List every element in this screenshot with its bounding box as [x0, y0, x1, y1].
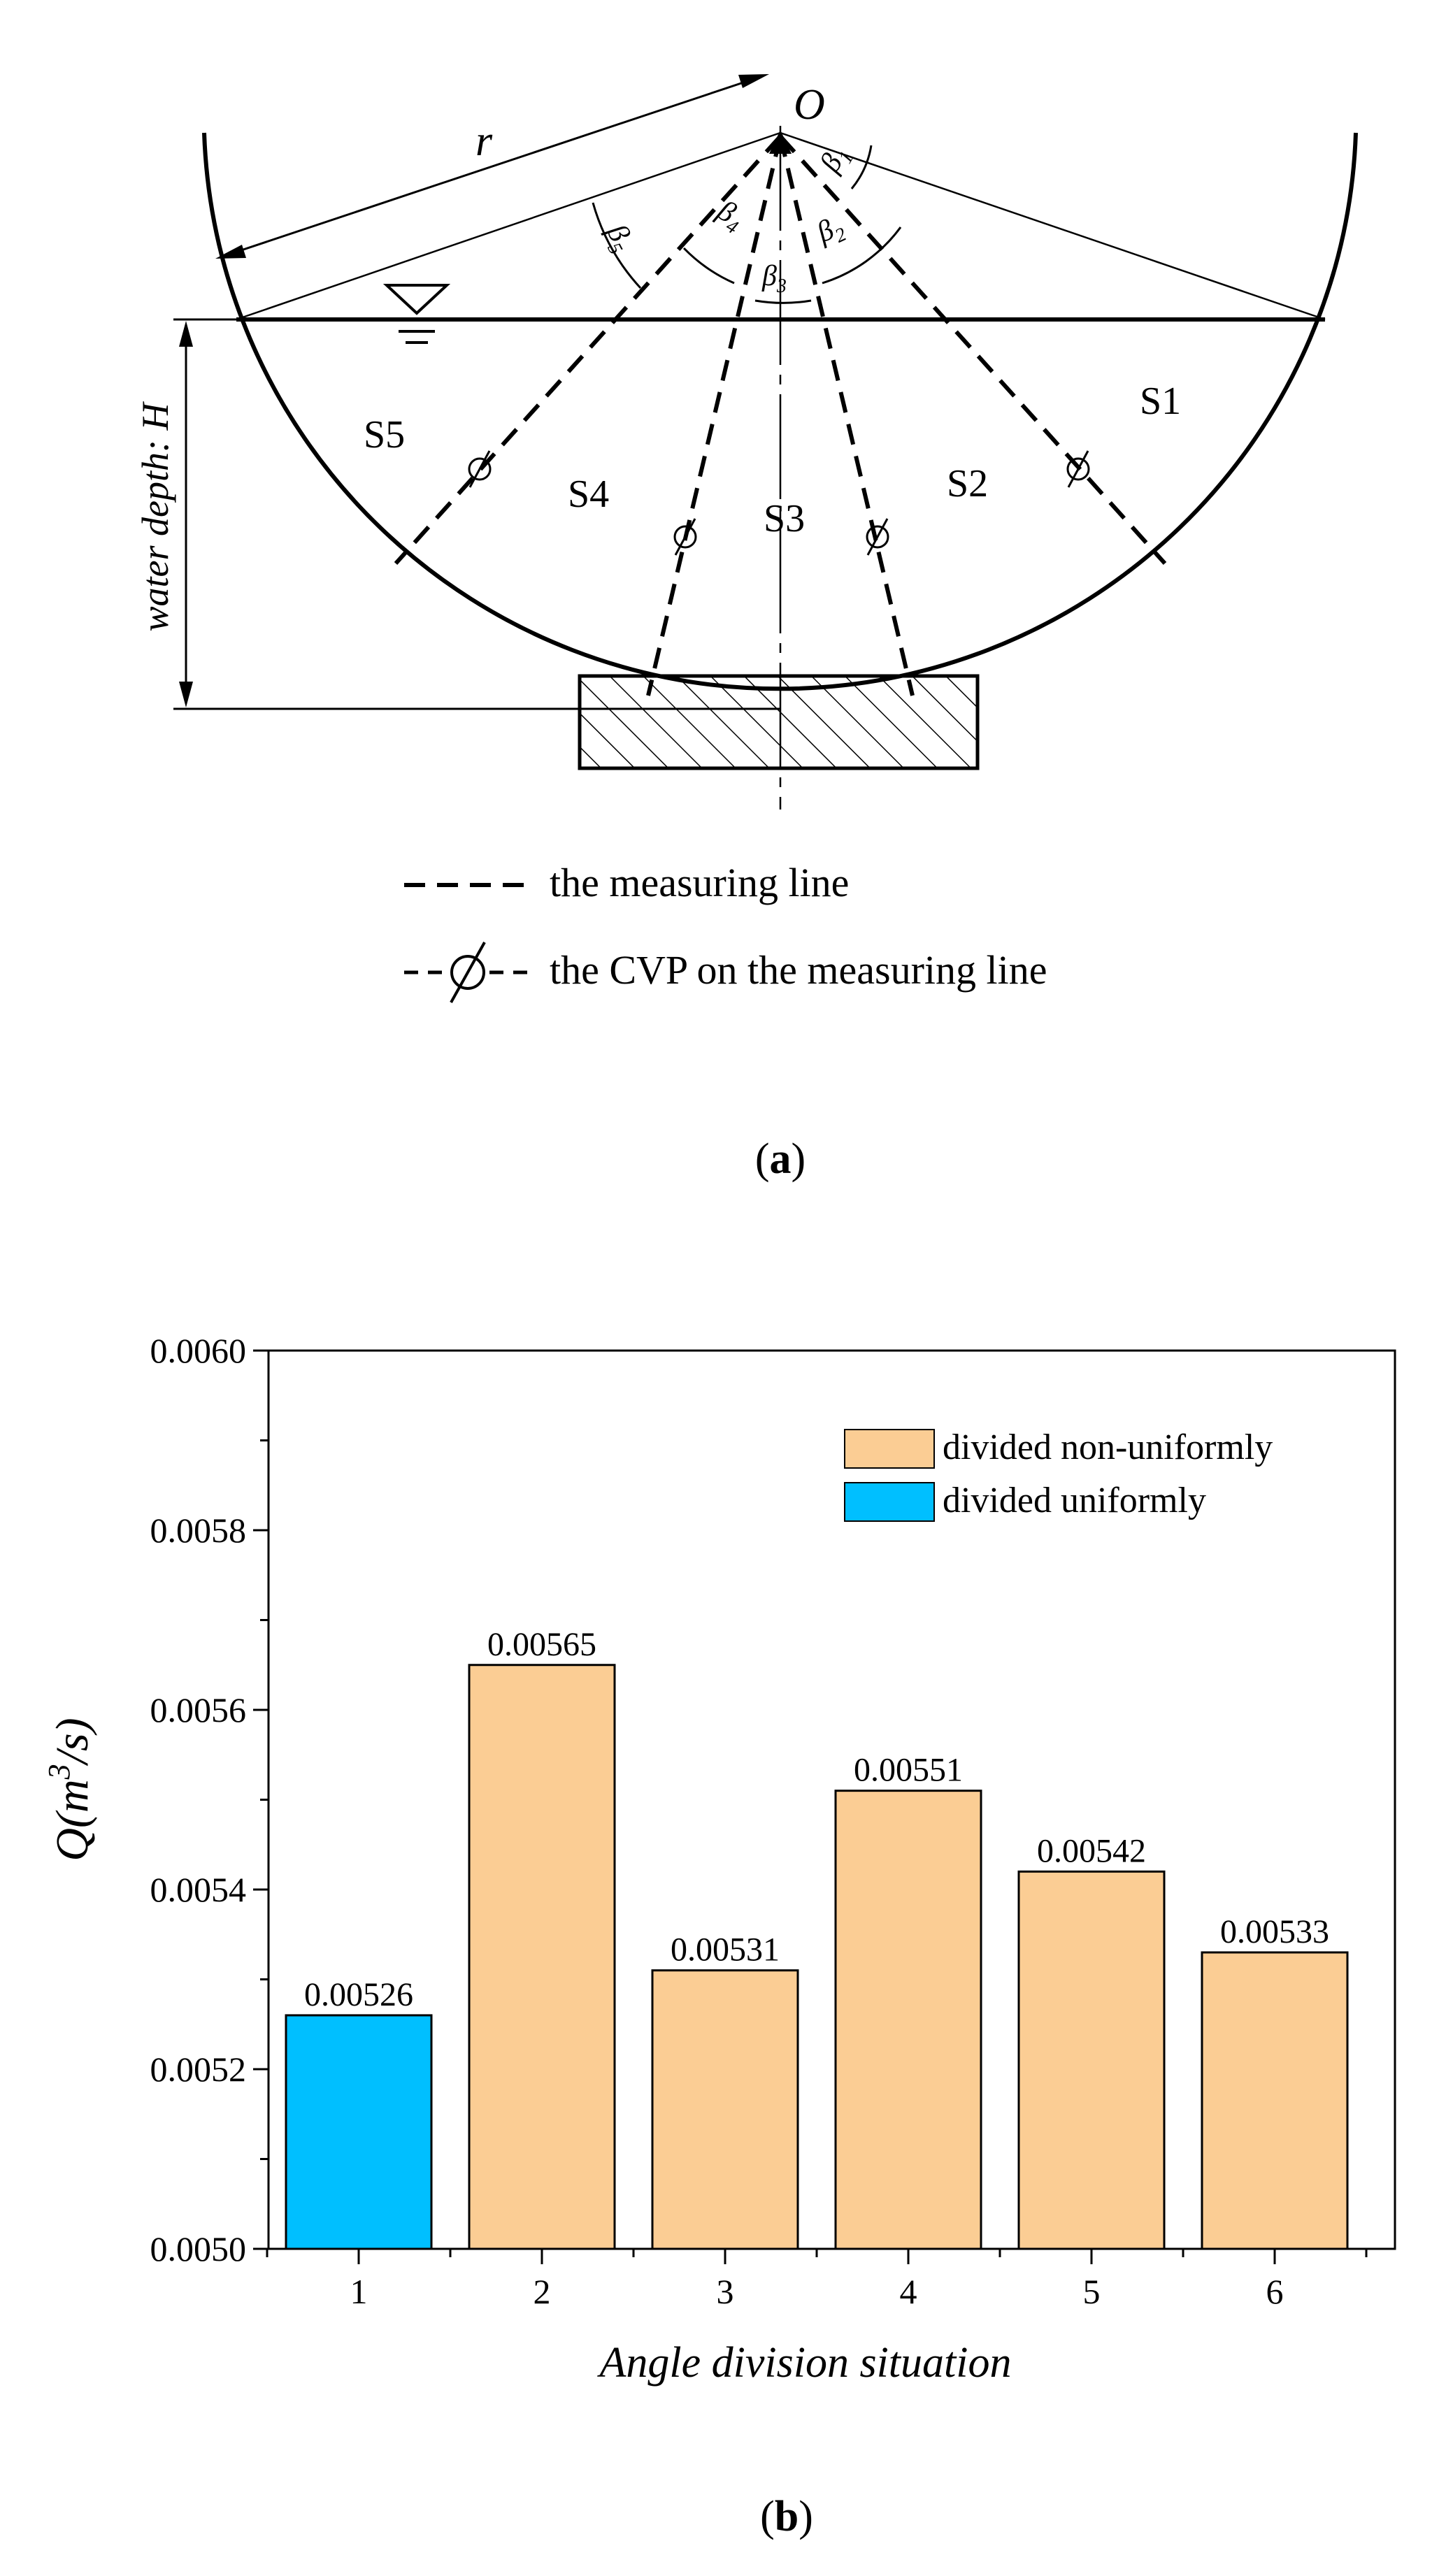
measuring-line-1 [778, 134, 1167, 566]
y-axis-title: Q(m3/s) [42, 1718, 98, 1861]
legend-label-nonuniform: divided non-uniformly [943, 1427, 1273, 1467]
channel-cross-section-diagram: r O β1 β2 β3 β4 β5 [134, 74, 1358, 1183]
chart-legend: divided non-uniformly divided uniformly [844, 1427, 1273, 1522]
cvp-marker-3 [673, 518, 697, 556]
bar-value-label: 0.00565 [487, 1626, 596, 1663]
cvp-marker-1 [1066, 450, 1090, 488]
depth-arrow-top [179, 321, 193, 347]
angle-arcs [592, 145, 902, 304]
bar-chart: 0.0050 0.0052 0.0054 0.0056 0.0058 0.0060 1 2 3… [42, 1331, 1396, 2540]
measuring-line-3 [646, 136, 782, 696]
section-label-s5: S5 [364, 413, 405, 456]
bar-2 [468, 1664, 616, 2250]
depth-dimension [173, 318, 780, 710]
angle-beta-5: β5 [596, 219, 640, 259]
x-axis: 1 2 3 4 5 6 [266, 2249, 1368, 2311]
measuring-lines [394, 134, 1167, 696]
section-label-s3: S3 [764, 497, 805, 540]
radius-line-right [780, 131, 1326, 321]
radius-line-left [236, 131, 781, 321]
x-axis-title: Angle division situation [597, 2339, 1012, 2387]
y-tick-label: 0.0052 [150, 2050, 247, 2089]
legend-swatch-uniform [844, 1482, 935, 1522]
x-tick-label: 5 [1083, 2272, 1101, 2311]
x-tick-label: 3 [717, 2272, 734, 2311]
depth-label: water depth: H [134, 401, 176, 632]
section-label-s1: S1 [1140, 380, 1181, 423]
legend-measuring-line-label: the measuring line [550, 860, 849, 905]
y-tick-label: 0.0060 [150, 1331, 247, 1370]
section-label-s4: S4 [568, 473, 609, 516]
caption-b: (b) [760, 2493, 813, 2540]
y-axis: 0.0050 0.0052 0.0054 0.0056 0.0058 0.0060 [150, 1331, 269, 2268]
legend-swatch-nonuniform [844, 1429, 935, 1469]
cvp-marker-2 [866, 518, 889, 556]
y-tick-label: 0.0054 [150, 1870, 247, 1909]
diagram-legend: the measuring line the CVP on the measur… [404, 860, 1047, 1003]
y-tick-label: 0.0058 [150, 1511, 247, 1550]
bar-value-label: 0.00531 [671, 1931, 780, 1969]
angle-beta-2: β2 [811, 210, 850, 254]
y-tick-label: 0.0056 [150, 1690, 247, 1729]
bar-4 [834, 1790, 982, 2250]
x-tick-label: 6 [1266, 2272, 1284, 2311]
measuring-line-4 [394, 134, 782, 566]
bar-value-label: 0.00533 [1220, 1913, 1329, 1950]
depth-arrow-bottom [179, 682, 193, 707]
bar-value-labels: 0.00526 0.00565 0.00531 0.00551 0.00542 0.005… [304, 1626, 1329, 2013]
angle-beta-3: β3 [761, 260, 787, 297]
legend-cvp-label: the CVP on the measuring line [550, 947, 1047, 993]
cvp-marker-4 [468, 450, 492, 488]
x-tick-label: 4 [900, 2272, 917, 2311]
x-tick-label: 1 [350, 2272, 368, 2311]
bar-6 [1201, 1951, 1349, 2250]
bar-value-label: 0.00542 [1037, 1832, 1146, 1869]
bar-1 [285, 2014, 433, 2250]
x-tick-label: 2 [534, 2272, 551, 2311]
bars [285, 1664, 1349, 2250]
bar-value-label: 0.00551 [854, 1752, 963, 1789]
y-tick-label: 0.0050 [150, 2229, 247, 2268]
section-label-s2: S2 [947, 462, 988, 505]
bar-5 [1017, 1870, 1166, 2250]
radius-dimension [215, 74, 769, 259]
radius-label: r [475, 117, 493, 165]
legend-label-uniform: divided uniformly [943, 1481, 1206, 1520]
bar-value-label: 0.00526 [304, 1976, 413, 2013]
legend-cvp-sample [404, 942, 531, 1003]
center-label: O [794, 81, 825, 129]
bar-3 [651, 1969, 799, 2250]
caption-a: (a) [755, 1135, 806, 1183]
cvp-markers [468, 450, 1090, 556]
measuring-line-2 [778, 136, 915, 696]
angle-beta-4: β4 [709, 194, 750, 239]
water-level-symbol [382, 284, 451, 344]
